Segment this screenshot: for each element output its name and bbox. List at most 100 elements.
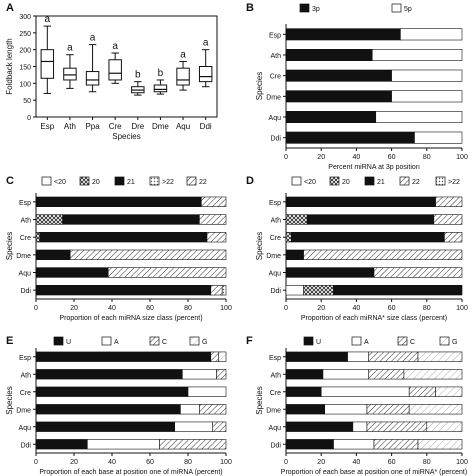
category-label-c: Esp — [19, 200, 31, 207]
bar-segment-b — [400, 28, 463, 41]
bar-segment-f — [324, 404, 368, 415]
bar-segment-f — [426, 421, 463, 432]
bar-segment-b — [375, 111, 463, 123]
bar-segment-b — [285, 90, 392, 103]
x-tick-label-f: 40 — [353, 459, 361, 466]
legend-label-f: C — [410, 339, 415, 346]
bar-segment-f — [347, 351, 370, 362]
legend-label-d: >22 — [448, 179, 460, 186]
y-tick-label-a: 50 — [23, 98, 31, 105]
legend-swatch-b — [299, 3, 310, 13]
bar-segment-e — [87, 439, 160, 450]
bar-segment-f — [333, 439, 375, 450]
legend-swatch-c — [79, 176, 90, 186]
legend-swatch-c — [186, 176, 197, 186]
bar-segment-f — [435, 386, 463, 397]
bar-segment-e — [199, 404, 227, 415]
significance-letter: a — [180, 49, 186, 60]
category-label-d: Esp — [269, 200, 281, 207]
x-tick-label-d: 60 — [388, 305, 396, 312]
category-label-b: Cre — [270, 74, 281, 81]
significance-letter: a — [90, 33, 96, 44]
legend-label-c: 22 — [199, 179, 207, 186]
bar-segment-b — [285, 49, 373, 61]
category-label-d: Ddi — [270, 288, 281, 295]
bar-segment-c — [35, 267, 109, 278]
x-tick-label-b: 40 — [353, 154, 361, 161]
panel-label-a: A — [6, 2, 14, 14]
panel-label-c: C — [6, 175, 14, 187]
x-tick-label-b: 20 — [317, 154, 325, 161]
panel-label-d: D — [246, 175, 254, 187]
x-tick-label-e: 100 — [220, 459, 232, 466]
bar-segment-c — [35, 214, 63, 225]
significance-letter: b — [135, 70, 141, 81]
x-tick-label-a: Ath — [64, 122, 76, 131]
y-tick-label-a: 100 — [19, 81, 31, 88]
category-label-f: Ath — [270, 372, 281, 379]
x-axis-label-d: Proportion of each miRNA* size class (pe… — [301, 315, 447, 322]
x-tick-label-a: Dre — [131, 122, 144, 131]
legend-label-c: >22 — [162, 179, 174, 186]
x-tick-label-a: Dme — [152, 122, 169, 131]
bar-segment-b — [391, 69, 463, 82]
legend-label-c: 20 — [92, 179, 100, 186]
plot-frame-a — [35, 15, 218, 118]
x-tick-label-e: 80 — [184, 459, 192, 466]
bar-segment-b — [414, 131, 463, 144]
y-tick-label-a: 300 — [19, 14, 31, 21]
x-tick-label-c: 40 — [108, 305, 116, 312]
bar-segment-e — [216, 369, 227, 380]
x-axis-label-c: Proportion of each miRNA size class (per… — [59, 315, 202, 322]
bar-segment-f — [285, 386, 322, 397]
legend-label-d: 21 — [377, 179, 385, 186]
x-tick-label-e: 0 — [34, 459, 38, 466]
legend-swatch-d — [364, 176, 375, 186]
legend-swatch-c — [149, 176, 160, 186]
bar-segment-d — [333, 285, 463, 296]
x-tick-label-d: 40 — [353, 305, 361, 312]
x-tick-label-d: 100 — [456, 305, 468, 312]
panel-label-e: E — [6, 335, 13, 347]
x-tick-label-f: 0 — [284, 459, 288, 466]
bar-segment-d — [290, 232, 445, 243]
bar-segment-c — [35, 249, 71, 260]
category-label-e: Ath — [20, 372, 31, 379]
category-label-f: Dme — [266, 407, 281, 414]
legend-swatch-d — [435, 176, 446, 186]
bar-segment-c — [210, 285, 223, 296]
bar-segment-b — [285, 111, 377, 123]
bar-segment-b — [285, 69, 392, 82]
x-tick-label-c: 60 — [146, 305, 154, 312]
legend-swatch-e — [189, 336, 200, 346]
category-label-e: Ddi — [20, 442, 31, 449]
legend-swatch-e — [101, 336, 112, 346]
bar-segment-e — [35, 439, 88, 450]
bar-segment-f — [408, 386, 436, 397]
legend-swatch-f — [439, 336, 450, 346]
x-tick-label-f: 20 — [317, 459, 325, 466]
bar-segment-d — [285, 249, 304, 260]
category-label-c: Dme — [16, 253, 31, 260]
x-tick-label-c: 80 — [184, 305, 192, 312]
bar-segment-f — [320, 386, 410, 397]
bar-segment-c — [39, 232, 208, 243]
x-tick-label-d: 20 — [317, 305, 325, 312]
significance-letter: a — [112, 41, 118, 52]
category-label-b: Ddi — [270, 136, 281, 143]
legend-swatch-f — [351, 336, 362, 346]
legend-label-e: G — [202, 339, 207, 346]
bar-segment-d — [285, 232, 292, 243]
legend-label-e: C — [162, 339, 167, 346]
x-tick-label-b: 60 — [388, 154, 396, 161]
category-label-c: Aqu — [19, 271, 32, 278]
bar-segment-e — [180, 404, 200, 415]
category-label-d: Dme — [266, 253, 281, 260]
bar-segment-d — [433, 214, 463, 225]
category-label-e: Esp — [19, 355, 31, 362]
category-label-d: Aqu — [269, 271, 282, 278]
legend-label-b: 5p — [404, 6, 412, 13]
bar-segment-f — [403, 369, 463, 380]
category-label-d: Cre — [270, 235, 281, 242]
legend-label-e: U — [66, 339, 71, 346]
